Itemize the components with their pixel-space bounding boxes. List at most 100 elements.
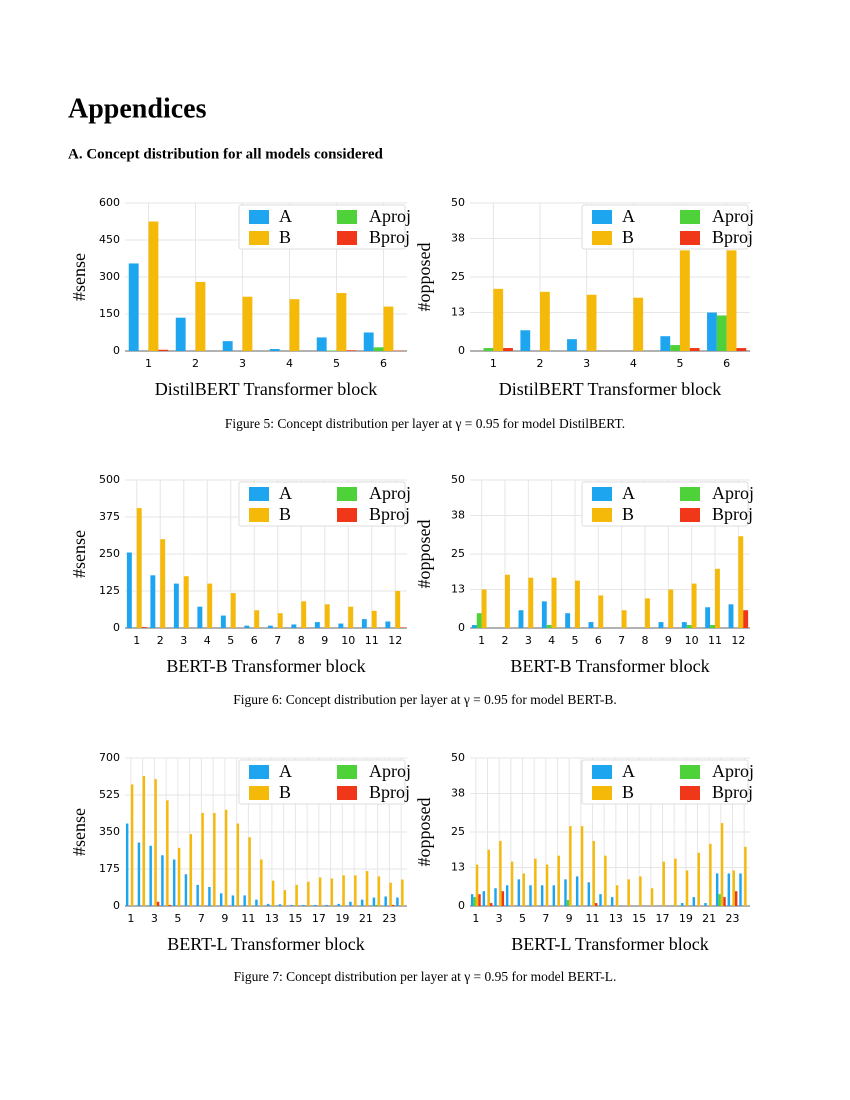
x-tick-label: 5 (333, 357, 340, 370)
bar (710, 625, 715, 628)
bar (307, 881, 310, 906)
bar (689, 348, 700, 351)
bar (160, 539, 166, 628)
x-tick-label: 3 (583, 357, 590, 370)
bar (195, 281, 206, 351)
bar (325, 904, 329, 906)
x-tick-label: 2 (502, 634, 509, 647)
bar (354, 875, 357, 906)
y-tick-label: 50 (451, 751, 465, 764)
x-tick-label: 10 (341, 634, 355, 647)
bar (260, 859, 263, 906)
legend-label: B (279, 504, 291, 524)
bar (680, 903, 684, 906)
bar (371, 610, 377, 628)
bar (360, 899, 364, 906)
y-axis-label: #opposed (414, 520, 434, 589)
bar (587, 882, 591, 906)
bar (476, 613, 482, 628)
bar (385, 621, 391, 628)
bar (349, 901, 352, 906)
bar (316, 337, 327, 351)
y-tick-label: 50 (451, 473, 465, 486)
legend-label: Bproj (712, 504, 753, 524)
x-tick-label: 1 (478, 634, 485, 647)
bar (494, 888, 497, 906)
x-tick-label: 9 (221, 912, 228, 925)
x-tick-label: 23 (382, 912, 396, 925)
bar (269, 349, 280, 351)
bar (580, 826, 584, 906)
legend-box (238, 204, 406, 250)
bar (222, 341, 233, 351)
bar (739, 873, 742, 906)
legend-swatch (680, 765, 700, 779)
bar (336, 293, 347, 351)
legend-box (238, 481, 406, 527)
bar (384, 896, 387, 906)
x-tick-label: 15 (288, 912, 302, 925)
x-tick-label: 9 (566, 912, 573, 925)
bar (627, 879, 630, 906)
legend-swatch (249, 231, 269, 245)
caption: Figure 6: Concept distribution per layer… (233, 692, 616, 707)
bar (692, 897, 696, 906)
legend-label: Aproj (712, 761, 754, 781)
bar (372, 897, 376, 906)
y-tick-label: 25 (451, 825, 465, 838)
bar (208, 886, 211, 906)
bar (540, 885, 544, 906)
bar (686, 625, 692, 628)
legend-swatch (680, 231, 700, 245)
bar (650, 888, 654, 906)
bar (148, 221, 159, 351)
legend-swatch (249, 765, 269, 779)
legend-swatch (249, 487, 269, 501)
x-tick-label: 8 (298, 634, 305, 647)
bar (156, 901, 160, 906)
bar (744, 846, 747, 906)
legend-swatch (337, 487, 357, 501)
bar (499, 840, 502, 906)
x-tick-label: 7 (198, 912, 205, 925)
legend-box (581, 759, 749, 805)
bar (313, 904, 317, 906)
bar (594, 903, 598, 906)
legend-box (238, 759, 406, 805)
y-tick-label: 450 (99, 233, 120, 246)
bar (271, 880, 275, 906)
bar (662, 861, 665, 906)
y-tick-label: 600 (99, 196, 120, 209)
legend-swatch (337, 765, 357, 779)
y-tick-label: 50 (451, 196, 465, 209)
x-tick-label: 1 (133, 634, 140, 647)
legend-label: A (622, 483, 635, 503)
x-tick-label: 11 (708, 634, 722, 647)
bar (529, 885, 532, 906)
legend-label: B (622, 227, 634, 247)
bar (599, 894, 602, 906)
bar (373, 347, 384, 351)
bar (615, 885, 619, 906)
bar (136, 508, 142, 628)
x-tick-label: 2 (192, 357, 199, 370)
bar (505, 885, 509, 906)
bar (149, 845, 152, 906)
legend-swatch (680, 786, 700, 800)
bar (670, 345, 680, 351)
bar (158, 349, 169, 351)
legend-label: A (279, 761, 292, 781)
legend-label: Aproj (369, 483, 411, 503)
x-tick-label: 1 (145, 357, 152, 370)
legend-swatch (337, 508, 357, 522)
bar (173, 583, 179, 628)
y-tick-label: 150 (99, 307, 120, 320)
x-tick-label: 11 (241, 912, 255, 925)
bar (610, 897, 614, 906)
bar (588, 622, 594, 628)
page-title: Appendices (68, 93, 207, 124)
bar (575, 580, 580, 628)
legend-label: Bproj (369, 504, 410, 524)
bar (184, 874, 188, 906)
x-tick-label: 7 (618, 634, 625, 647)
